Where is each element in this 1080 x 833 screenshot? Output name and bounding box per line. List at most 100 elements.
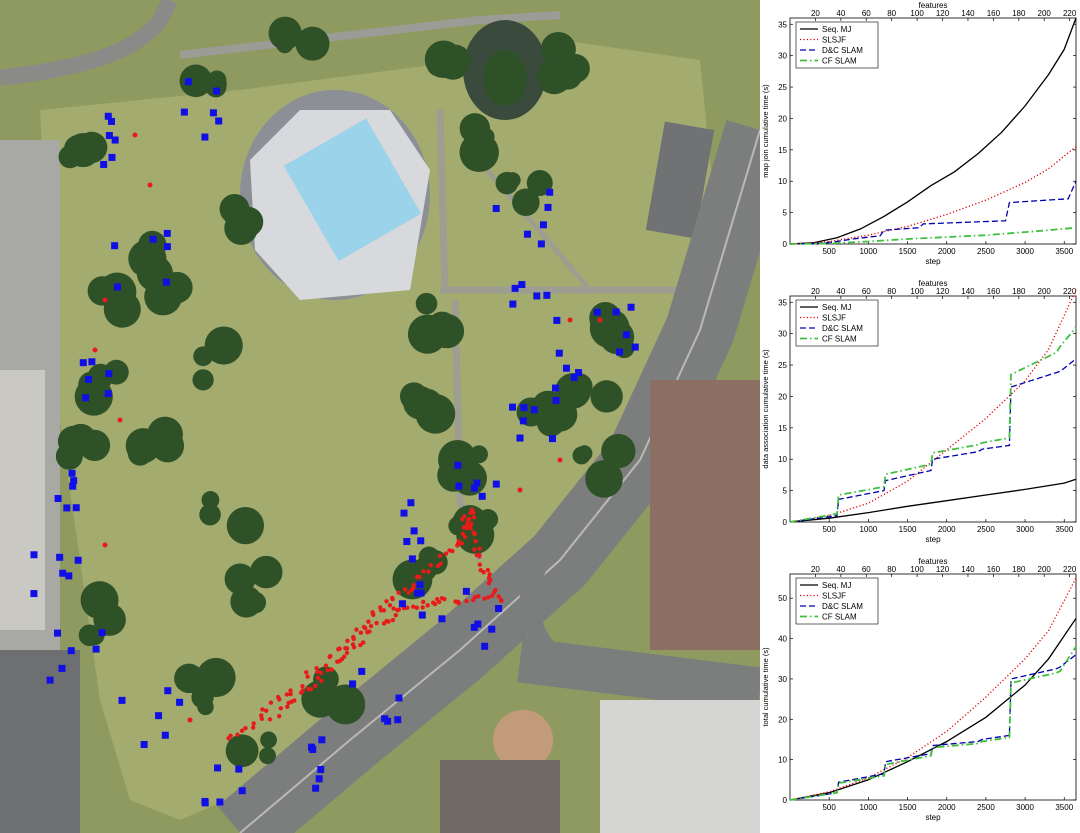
landmark-marker [111, 242, 119, 250]
top-tick-label: 100 [910, 565, 924, 574]
top-tick-label: 80 [887, 565, 896, 574]
landmark-marker [384, 717, 392, 725]
landmark-marker [407, 499, 415, 507]
tree-canopy [427, 311, 457, 342]
trajectory-point [264, 708, 269, 713]
landmark-marker [46, 676, 54, 684]
landmark-marker [543, 291, 551, 299]
landmark-marker [309, 745, 317, 753]
trajectory-point [285, 704, 290, 709]
landmark-marker [616, 348, 624, 356]
tree-canopy [461, 142, 491, 172]
landmark-marker [105, 370, 113, 378]
trajectory-point [421, 599, 426, 605]
trajectory-point [425, 603, 430, 608]
y-axis-label: data association cumulative time (s) [761, 349, 770, 469]
landmark-marker [84, 375, 92, 383]
trajectory-point [381, 621, 387, 626]
y-tick-label: 15 [778, 424, 787, 433]
chart-data-association-time: 20 40 60 80 100 120 140 160 180 200 220features500… [761, 279, 1077, 544]
landmark-marker [551, 384, 559, 392]
trajectory-point [358, 630, 364, 635]
top-tick-label: 100 [910, 9, 924, 18]
landmark-marker [403, 538, 411, 546]
x-tick-label: 2000 [938, 247, 956, 256]
left-rooftop [0, 650, 80, 833]
y-tick-label: 15 [778, 146, 787, 155]
trajectory-point [259, 716, 265, 721]
x-tick-label: 500 [822, 803, 836, 812]
landmark-marker [470, 623, 478, 631]
landmark-marker [492, 204, 500, 212]
trajectory-point [464, 598, 469, 604]
aerial-map [0, 0, 760, 833]
trajectory-point [496, 594, 501, 599]
landmark-marker [454, 461, 462, 469]
landmark-marker [627, 303, 635, 311]
landmark-marker [312, 784, 320, 792]
landmark-marker [235, 765, 243, 773]
main-road-median [239, 129, 760, 833]
x-tick-label: 1000 [859, 247, 877, 256]
y-tick-label: 35 [778, 20, 787, 29]
tree-canopy [249, 555, 283, 589]
x-tick-label: 2500 [977, 247, 995, 256]
trajectory-point [459, 541, 465, 546]
landmark-marker [114, 283, 122, 291]
tree-canopy [436, 47, 470, 80]
trajectory-point [288, 688, 293, 693]
y-axis-label: total cumulative time (s) [761, 647, 770, 727]
landmark-marker [54, 629, 62, 637]
trajectory-point [387, 603, 393, 608]
trajectory-point [414, 605, 420, 610]
landmark-marker [184, 78, 192, 86]
footpath-diagonal [468, 148, 592, 292]
landmark-marker [67, 647, 75, 655]
top-tick-label: 20 [811, 287, 820, 296]
tree-canopy [552, 60, 583, 90]
y-tick-label: 25 [778, 83, 787, 92]
x-tick-label: 2000 [938, 803, 956, 812]
top-tick-label: 140 [961, 9, 975, 18]
landmark-marker [318, 736, 326, 744]
tree-canopy [512, 188, 540, 217]
top-tick-label: 60 [862, 287, 871, 296]
trajectory-point [275, 694, 281, 700]
trajectory-point [335, 659, 340, 664]
landmark-marker [201, 133, 209, 141]
trajectory-point [476, 594, 481, 599]
trajectory-point [147, 182, 153, 188]
landmark-marker [108, 153, 116, 161]
landmark-marker [56, 553, 64, 561]
landmark-marker [100, 160, 108, 168]
left-lot [0, 370, 45, 630]
landmark-marker [548, 435, 556, 443]
y-tick-label: 10 [778, 756, 787, 765]
car-park [645, 121, 715, 239]
legend-box [795, 299, 879, 347]
trajectory-point [278, 706, 284, 711]
landmark-marker [492, 480, 500, 488]
trajectory-point [313, 683, 318, 689]
tree-canopy [80, 581, 119, 620]
trajectory-point [305, 674, 310, 679]
landmark-marker [410, 527, 418, 535]
landmark-marker [70, 477, 78, 485]
x-tick-label: 1000 [859, 803, 877, 812]
top-tick-label: 100 [910, 287, 924, 296]
trajectory-point [314, 665, 319, 671]
tree-canopy [204, 326, 243, 365]
landmark-marker [408, 555, 416, 563]
top-tick-label: 160 [987, 287, 1001, 296]
top-tick-label: 200 [1038, 9, 1052, 18]
tree-canopy [199, 503, 221, 526]
landmark-marker [162, 278, 170, 286]
tree-canopy [576, 445, 593, 462]
trajectory-point [344, 650, 350, 656]
x-axis-label: step [925, 257, 941, 266]
landmark-marker [509, 403, 517, 411]
trajectory-point [597, 317, 603, 323]
landmark-marker [98, 629, 106, 637]
tree-canopy [415, 292, 438, 315]
top-tick-label: 160 [987, 565, 1001, 574]
